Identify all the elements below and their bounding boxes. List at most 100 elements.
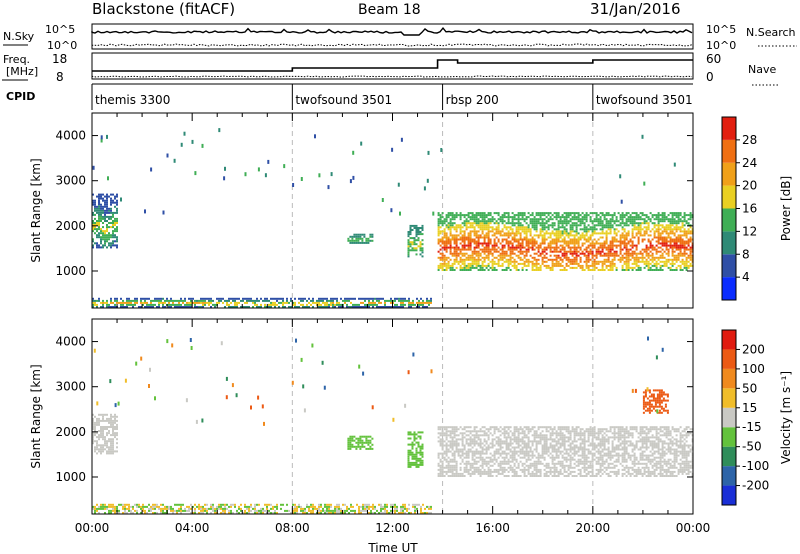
range-gate-cell bbox=[611, 248, 614, 251]
range-gate-cell bbox=[465, 226, 468, 229]
range-gate-cell bbox=[581, 236, 584, 239]
range-gate-cell bbox=[561, 240, 564, 243]
range-gate-cell bbox=[493, 218, 496, 221]
range-gate-cell bbox=[190, 299, 192, 302]
range-gate-cell bbox=[685, 220, 688, 223]
range-gate-cell bbox=[300, 297, 302, 300]
range-gate-cell bbox=[445, 458, 448, 461]
range-gate-cell bbox=[114, 426, 116, 428]
range-gate-cell bbox=[607, 248, 610, 251]
range-gate-cell bbox=[607, 222, 610, 225]
range-gate-cell bbox=[535, 252, 538, 255]
range-gate-cell bbox=[96, 423, 98, 426]
range-gate-cell bbox=[94, 446, 96, 449]
range-gate-cell bbox=[599, 269, 602, 271]
range-gate-cell bbox=[108, 234, 110, 237]
range-gate-cell bbox=[589, 218, 592, 221]
range-gate-cell bbox=[643, 226, 646, 229]
range-gate-cell bbox=[531, 262, 534, 265]
range-gate-cell bbox=[531, 260, 534, 263]
range-gate-cell bbox=[192, 297, 194, 300]
scatter-feature-4 bbox=[92, 297, 432, 308]
range-gate-cell bbox=[491, 454, 494, 457]
range-gate-cell bbox=[477, 262, 480, 265]
range-gate-cell bbox=[98, 193, 100, 196]
range-gate-cell bbox=[98, 450, 100, 453]
range-gate-cell bbox=[404, 297, 406, 300]
range-gate-cell bbox=[355, 237, 358, 240]
range-gate-cell bbox=[495, 244, 498, 247]
range-gate-cell bbox=[673, 258, 676, 261]
range-gate-cell bbox=[649, 220, 652, 223]
range-gate-cell bbox=[481, 216, 484, 219]
range-gate-cell bbox=[635, 262, 638, 265]
range-gate-cell bbox=[571, 475, 574, 477]
range-gate-cell bbox=[561, 244, 564, 247]
range-gate-cell bbox=[477, 236, 480, 239]
range-gate-cell bbox=[671, 246, 674, 249]
range-gate-cell bbox=[601, 254, 604, 257]
range-gate-cell bbox=[471, 212, 474, 215]
range-gate-cell bbox=[525, 218, 528, 221]
range-gate-cell bbox=[497, 456, 500, 459]
range-gate-cell bbox=[671, 224, 674, 227]
range-gate-cell bbox=[441, 254, 444, 257]
range-gate-cell bbox=[651, 214, 654, 217]
range-gate-cell bbox=[569, 224, 572, 227]
range-gate-cell bbox=[483, 246, 486, 249]
range-gate-cell bbox=[336, 299, 338, 302]
range-gate-cell bbox=[563, 434, 566, 437]
range-gate-cell bbox=[180, 299, 182, 302]
range-gate-cell bbox=[445, 446, 448, 449]
range-gate-cell bbox=[108, 244, 110, 247]
range-gate-cell bbox=[569, 432, 572, 435]
range-gate-cell bbox=[98, 195, 100, 198]
range-gate-cell bbox=[262, 299, 264, 302]
range-gate-cell bbox=[689, 214, 692, 217]
range-gate-cell bbox=[665, 260, 668, 263]
range-gate-cell bbox=[485, 432, 488, 435]
range-gate-cell bbox=[579, 258, 582, 261]
range-gate-cell bbox=[613, 228, 616, 231]
range-gate-cell bbox=[545, 222, 548, 225]
range-gate-cell bbox=[485, 460, 488, 463]
range-gate-cell bbox=[585, 246, 588, 249]
range-gate-cell bbox=[112, 224, 114, 226]
range-gate-cell bbox=[653, 218, 656, 221]
range-gate-cell bbox=[583, 452, 586, 455]
range-gate-cell bbox=[583, 260, 586, 263]
range-gate-cell bbox=[521, 246, 524, 249]
range-gate-cell bbox=[579, 248, 582, 251]
range-gate-cell bbox=[114, 432, 116, 435]
range-gate-cell bbox=[463, 475, 466, 477]
range-gate-cell bbox=[369, 239, 372, 242]
range-gate-cell bbox=[107, 176, 109, 181]
range-gate-cell bbox=[445, 256, 448, 259]
range-gate-cell bbox=[513, 448, 516, 451]
range-gate-cell bbox=[361, 233, 364, 236]
range-gate-cell bbox=[114, 234, 116, 237]
range-gate-cell bbox=[475, 266, 478, 269]
range-gate-cell bbox=[663, 220, 666, 223]
range-gate-cell bbox=[509, 460, 512, 463]
range-gate-cell bbox=[124, 306, 126, 308]
range-gate-cell bbox=[116, 301, 118, 304]
range-gate-cell bbox=[579, 228, 582, 231]
range-gate-cell bbox=[623, 256, 626, 259]
range-gate-cell bbox=[649, 218, 652, 221]
range-gate-cell bbox=[469, 440, 472, 443]
range-gate-cell bbox=[625, 260, 628, 263]
range-gate-cell bbox=[511, 220, 514, 223]
range-gate-cell bbox=[551, 454, 554, 457]
range-gate-cell bbox=[651, 216, 654, 219]
range-gate-cell bbox=[537, 244, 540, 247]
range-gate-cell bbox=[671, 222, 674, 225]
range-gate-cell bbox=[543, 436, 546, 439]
range-gate-cell bbox=[505, 222, 508, 225]
range-gate-cell bbox=[507, 434, 510, 437]
range-gate-cell bbox=[411, 237, 414, 240]
range-gate-cell bbox=[655, 240, 658, 243]
range-gate-cell bbox=[457, 475, 460, 477]
range-gate-cell bbox=[104, 428, 106, 430]
range-gate-cell bbox=[116, 423, 118, 426]
